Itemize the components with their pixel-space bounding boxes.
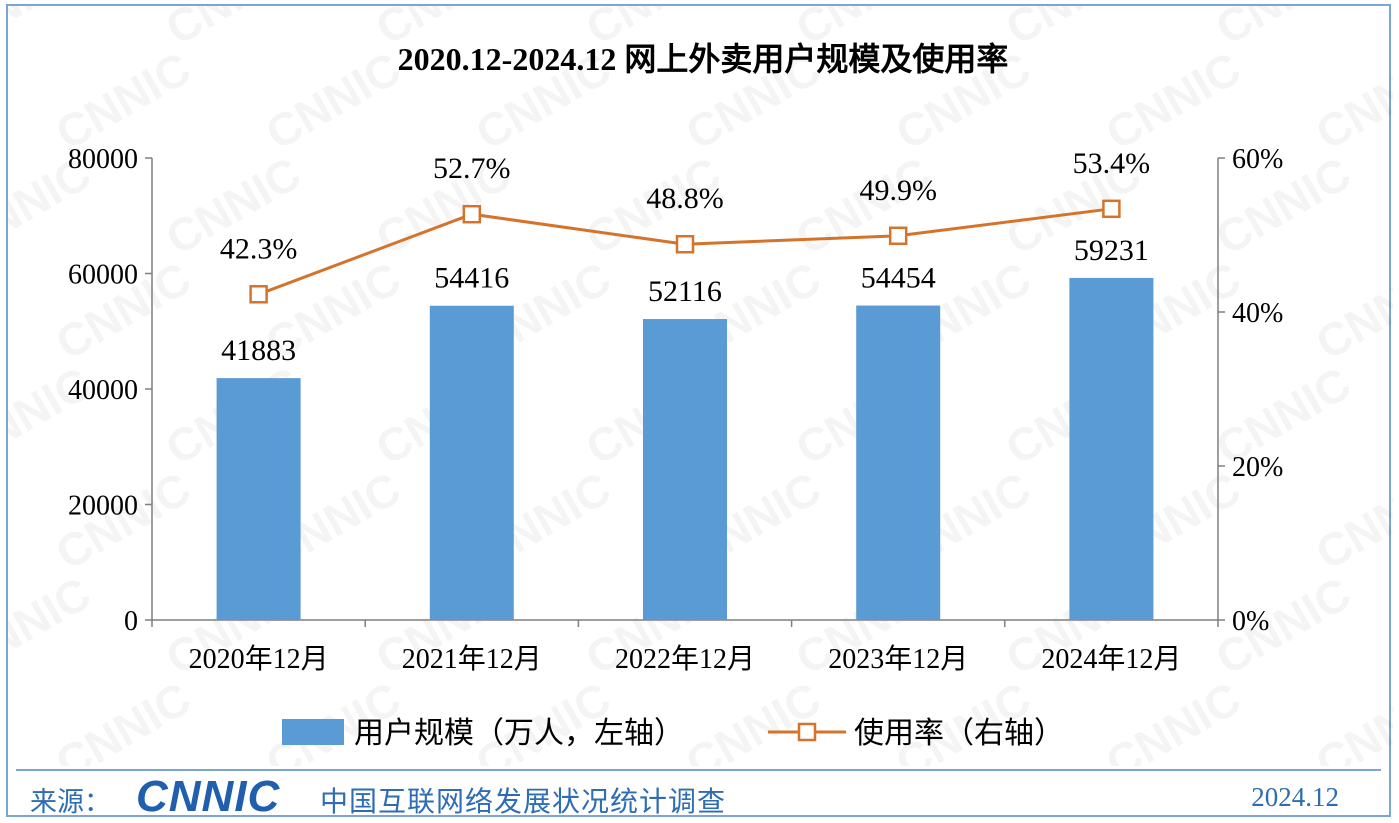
source-label: 来源： — [30, 787, 111, 817]
watermark-text: CNNIC — [1097, 42, 1249, 160]
bar — [856, 305, 941, 620]
watermark-text: CNNIC — [47, 42, 199, 160]
watermark-text: CNNIC — [1307, 42, 1393, 160]
legend-bar-swatch — [282, 719, 344, 745]
left-axis-tick-label: 0 — [124, 606, 138, 637]
line-point — [888, 226, 908, 246]
footer-divider — [16, 769, 1381, 771]
watermark-text: CNNIC — [1307, 462, 1393, 580]
bar — [429, 305, 514, 620]
bar-data-label: 59231 — [1074, 234, 1149, 267]
watermark-text: CNNIC — [8, 567, 99, 685]
watermark-text: CNNIC — [47, 672, 199, 766]
line-data-label: 48.8% — [646, 182, 724, 215]
watermark-text: CNNIC — [1307, 672, 1393, 766]
line-data-label: 53.4% — [1073, 147, 1151, 180]
x-axis-tick-label: 2023年12月 — [828, 643, 968, 675]
bar-series: 41883 54416 52116 54454 59231 — [216, 234, 1154, 620]
line-data-label: 49.9% — [859, 174, 937, 207]
line-point — [462, 204, 482, 224]
bar-data-label: 54454 — [861, 262, 936, 295]
bar-data-label: 41883 — [221, 334, 296, 367]
x-axis-tick-label: 2021年12月 — [402, 643, 542, 675]
line-point — [1102, 199, 1121, 219]
watermark-text: CNNIC — [1097, 672, 1249, 766]
line-data-label: 42.3% — [220, 232, 298, 265]
cnnic-logo: CNNIC — [136, 772, 281, 821]
legend: 用户规模（万人，左轴） 使用率（右轴） — [282, 717, 1064, 750]
watermark-text: CNNIC — [157, 6, 309, 55]
bar — [643, 319, 727, 620]
line-data-label: 52.7% — [433, 152, 511, 185]
chart-svg: CNNIC CNNIC CNNIC CNNIC CNNIC CNNIC CNNICCNNIC… — [8, 6, 1393, 766]
axes: 0 20000 40000 60000 80000 0% 20% 40% 60% 2020年12月… — [68, 144, 1283, 675]
watermark-text: CNNIC — [257, 42, 409, 160]
left-axis-tick-label: 60000 — [68, 260, 138, 291]
right-axis-tick-label: 20% — [1232, 452, 1283, 483]
right-axis-tick-label: 60% — [1232, 144, 1283, 175]
line-series: 42.3% 52.7% 48.8% 49.9% 53.4% — [220, 147, 1151, 304]
bar-data-label: 54416 — [434, 262, 509, 295]
left-axis-tick-label: 80000 — [68, 144, 138, 175]
x-axis-tick-label: 2022年12月 — [615, 643, 755, 675]
chart-frame: CNNIC CNNIC CNNIC CNNIC CNNIC CNNIC CNNIC CNNIC… — [6, 4, 1393, 821]
watermark-text: CNNIC — [8, 6, 99, 55]
x-axis-tick-label: 2020年12月 — [189, 643, 329, 675]
footer-date: 2024.12 — [1251, 782, 1339, 812]
right-axis-tick-label: 0% — [1232, 606, 1269, 637]
bar-data-label: 52116 — [648, 275, 722, 308]
line-point — [249, 285, 268, 304]
chart-title: 2020.12-2024.12 网上外卖用户规模及使用率 — [398, 41, 1009, 77]
left-axis-tick-label: 20000 — [68, 491, 138, 522]
legend-line-label: 使用率（右轴） — [854, 717, 1064, 750]
left-axis-tick-label: 40000 — [68, 375, 138, 406]
x-axis-tick-label: 2024年12月 — [1041, 643, 1181, 675]
right-axis-tick-label: 40% — [1232, 298, 1283, 329]
line-point — [675, 234, 695, 254]
bar — [216, 378, 301, 620]
watermark-text: CNNIC — [1207, 6, 1359, 55]
bar — [1069, 277, 1154, 620]
watermark-text: CNNIC — [677, 672, 829, 766]
watermark-text: CNNIC — [1207, 567, 1359, 685]
legend-bar-label: 用户规模（万人，左轴） — [354, 717, 684, 750]
survey-name: 中国互联网络发展状况统计调查 — [320, 787, 727, 818]
legend-line-marker — [797, 722, 817, 742]
watermark-text: CNNIC — [997, 6, 1149, 55]
watermark-text: CNNIC — [1307, 252, 1393, 370]
